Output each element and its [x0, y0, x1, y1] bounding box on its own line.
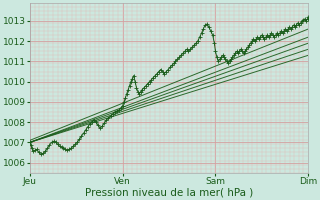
X-axis label: Pression niveau de la mer( hPa ): Pression niveau de la mer( hPa ) — [85, 187, 253, 197]
